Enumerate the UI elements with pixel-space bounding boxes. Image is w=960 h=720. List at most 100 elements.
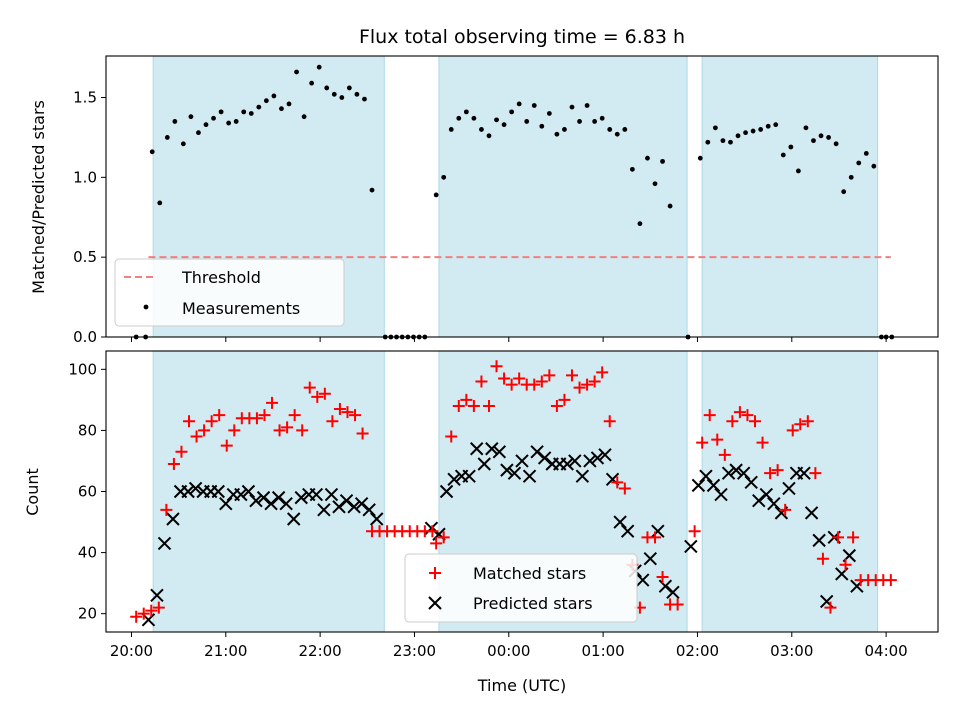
matched-star-point — [152, 601, 165, 614]
measurements-legend-swatch — [143, 304, 149, 310]
predicted-star-point — [249, 493, 263, 508]
x-tick-label: 23:00 — [393, 642, 436, 660]
measurement-point — [271, 93, 277, 99]
matched-star-point — [779, 503, 792, 516]
measurement-point — [316, 64, 322, 70]
matched-star-point — [528, 378, 541, 391]
matched-star-point — [311, 390, 324, 403]
matched-star-point — [565, 369, 578, 382]
predicted-star-point — [477, 457, 491, 471]
matched-star-point — [839, 558, 852, 571]
predicted-star-point — [157, 536, 172, 551]
measurement-point — [577, 119, 582, 124]
ratio-y-tick-label: 1.5 — [73, 89, 97, 107]
matched-star-point — [318, 387, 331, 400]
predicted-star-point — [759, 487, 774, 502]
measurement-point — [241, 109, 247, 115]
predicted-star-point — [643, 551, 657, 566]
measurement-point — [780, 152, 786, 158]
measurement-point — [848, 174, 854, 180]
matched-star-point — [748, 415, 761, 428]
predicted-star-point — [522, 469, 537, 483]
predicted-star-point — [309, 487, 324, 502]
predicted-star-point — [736, 466, 751, 480]
matched-star-point — [688, 525, 701, 538]
matched-star-point — [482, 399, 495, 412]
predicted-star-point — [507, 466, 522, 480]
measurement-point — [539, 123, 545, 129]
measurement-point — [811, 138, 816, 144]
matched-stars-legend-swatch — [429, 567, 441, 579]
measurement-point — [841, 189, 847, 195]
measurement-point — [346, 85, 352, 91]
matched-star-point — [756, 436, 769, 449]
predicted-star-point — [560, 457, 574, 471]
measurement-point — [233, 119, 239, 124]
measurement-point — [279, 106, 284, 112]
predicted-star-point — [537, 451, 552, 465]
measurement-point — [554, 131, 560, 137]
measurement-point — [607, 127, 613, 132]
matched-star-point — [228, 424, 241, 437]
measurement-point — [629, 166, 635, 172]
matched-star-point — [288, 409, 301, 422]
measurement-point — [301, 114, 307, 120]
matched-star-point — [847, 531, 860, 544]
matched-star-point — [452, 399, 465, 412]
ratio-y-tick-label: 0.5 — [73, 248, 97, 266]
predicted-star-point — [447, 472, 461, 486]
x-tick-label: 21:00 — [204, 642, 247, 660]
predicted-star-point — [752, 493, 766, 508]
ratio-y-axis-label: Matched/Predicted stars — [29, 100, 48, 294]
matched-star-point — [884, 574, 897, 587]
measurement-point — [622, 127, 628, 132]
predicted-star-point — [485, 442, 499, 456]
matched-star-point — [130, 610, 143, 623]
predicted-star-point — [767, 497, 781, 511]
predicted-star-point — [598, 448, 612, 462]
count-y-tick-label: 20 — [78, 605, 97, 623]
matched-star-point — [490, 360, 503, 373]
x-tick-label: 01:00 — [582, 642, 625, 660]
measurement-point — [286, 101, 292, 107]
measurement-point — [433, 192, 439, 198]
measurement-point — [592, 119, 598, 124]
matched-star-point — [809, 467, 822, 480]
matched-star-point — [137, 607, 150, 620]
measurement-point — [562, 127, 567, 132]
ratio-y-tick-label: 1.0 — [73, 168, 97, 186]
matched-star-point — [250, 412, 263, 425]
predicted-star-point — [470, 442, 484, 456]
matched-star-point — [656, 571, 669, 584]
measurement-point — [871, 163, 877, 169]
matched-star-point — [426, 525, 439, 538]
measurement-point — [773, 122, 779, 128]
predicted-stars-points — [141, 442, 864, 627]
measurement-point — [494, 117, 499, 123]
measurement-point — [516, 101, 522, 107]
measurement-point — [441, 174, 447, 180]
predicted-star-point — [797, 466, 811, 480]
matched-star-point — [741, 409, 754, 422]
ratio-observing-window-2 — [438, 55, 688, 338]
predicted-star-point — [684, 539, 698, 554]
measurement-point — [645, 155, 650, 161]
measurement-point — [331, 91, 337, 97]
measurement-point — [263, 98, 269, 104]
matched-star-point — [573, 381, 586, 394]
measurement-point — [705, 139, 711, 145]
predicted-star-point — [666, 585, 680, 600]
matched-star-point — [273, 424, 286, 437]
predicted-stars-legend-label: Predicted stars — [473, 594, 593, 613]
x-tick-label: 03:00 — [770, 642, 813, 660]
ratio-observing-window-3 — [701, 55, 879, 338]
measurement-point — [803, 125, 809, 131]
predicted-star-point — [706, 478, 721, 493]
measurements-legend-label: Measurements — [182, 299, 300, 318]
measurement-point — [818, 133, 824, 139]
predicted-star-point — [354, 497, 369, 511]
predicted-star-point — [530, 445, 544, 459]
x-axis-label: Time (UTC) — [477, 676, 566, 695]
matched-star-point — [198, 424, 211, 437]
predicted-star-point — [590, 451, 605, 465]
